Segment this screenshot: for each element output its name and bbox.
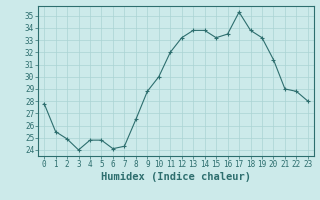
X-axis label: Humidex (Indice chaleur): Humidex (Indice chaleur): [101, 172, 251, 182]
